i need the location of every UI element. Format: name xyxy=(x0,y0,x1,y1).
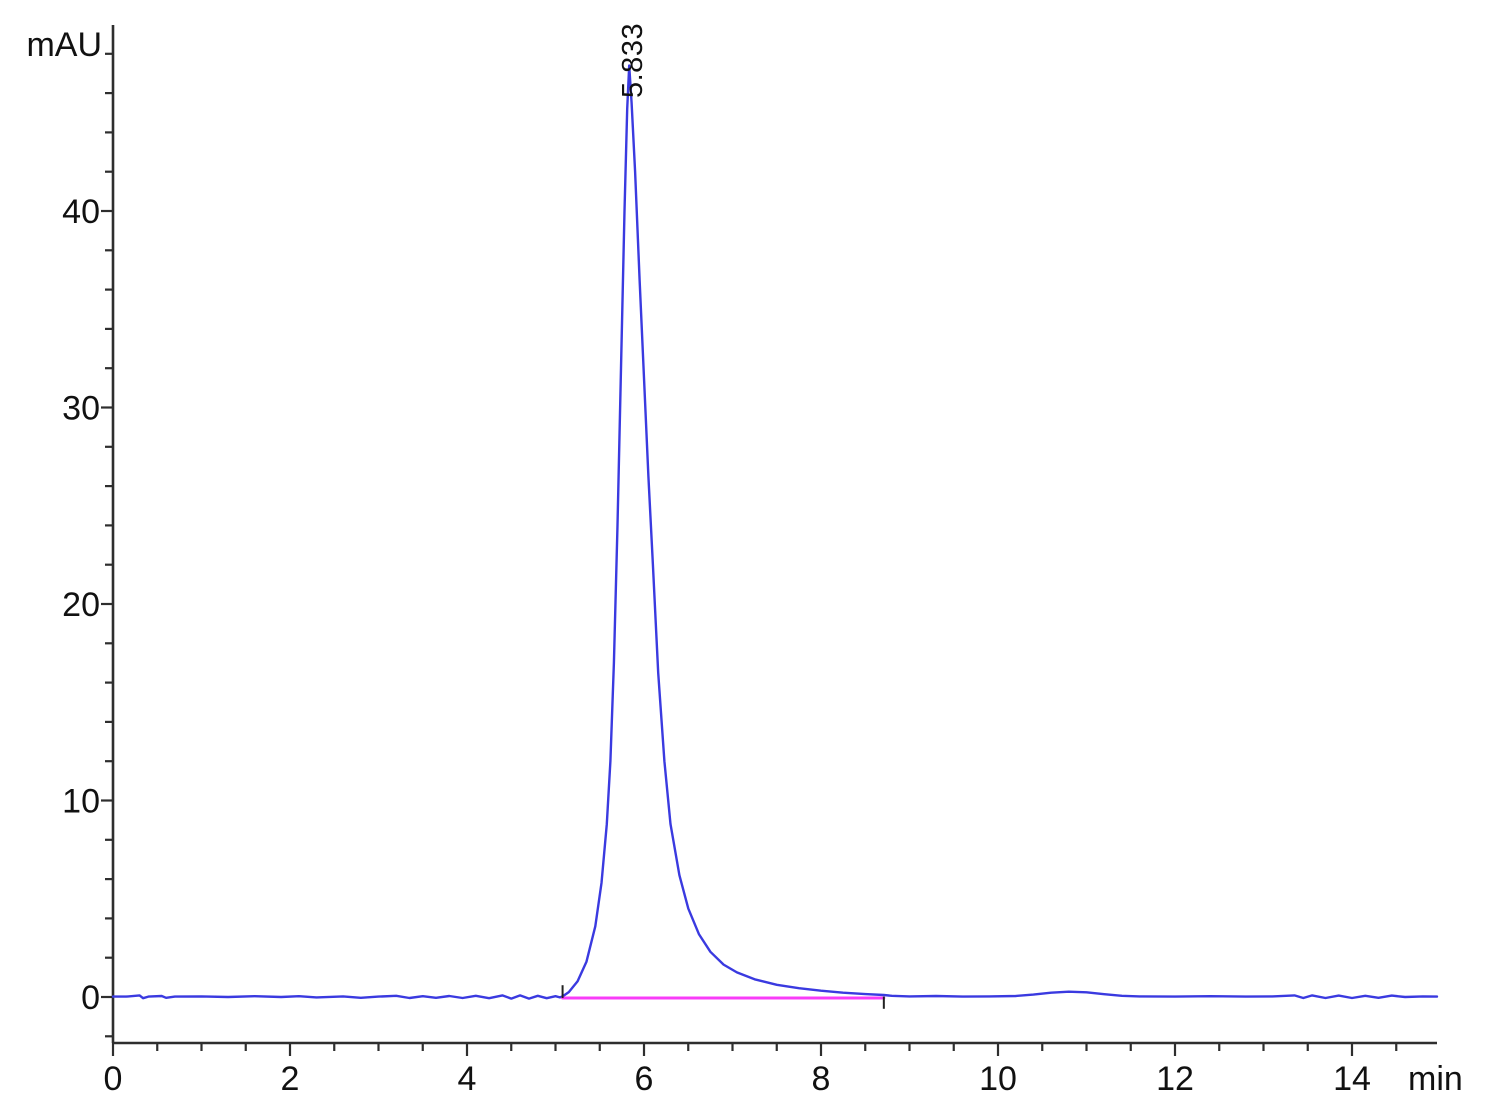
x-axis-tick-label: 10 xyxy=(979,1060,1017,1098)
detector-signal-trace xyxy=(111,64,1439,1000)
x-axis-tick-label: 0 xyxy=(104,1060,123,1098)
x-axis-unit-label: min xyxy=(1408,1060,1463,1098)
x-axis-tick-label: 12 xyxy=(1156,1060,1194,1098)
y-axis-tick-label: 0 xyxy=(81,979,100,1017)
x-axis-tick-label: 2 xyxy=(281,1060,300,1098)
x-axis-tick-label: 6 xyxy=(635,1060,654,1098)
x-axis-tick-label: 4 xyxy=(458,1060,477,1098)
y-axis-tick-label: 40 xyxy=(62,193,100,231)
x-axis-tick-label: 14 xyxy=(1333,1060,1371,1098)
plot-layer: 0 10 20 30 40 0 2 4 6 8 10 12 14 xyxy=(62,25,1439,1098)
y-axis-tick-label: 20 xyxy=(62,586,100,624)
y-axis-tick-label: 10 xyxy=(62,783,100,821)
y-axis-unit-label: mAU xyxy=(26,26,102,64)
peak-retention-time-label: 5.833 xyxy=(617,23,649,98)
x-axis-tick-label: 8 xyxy=(812,1060,831,1098)
y-axis-tick-label: 30 xyxy=(62,390,100,428)
